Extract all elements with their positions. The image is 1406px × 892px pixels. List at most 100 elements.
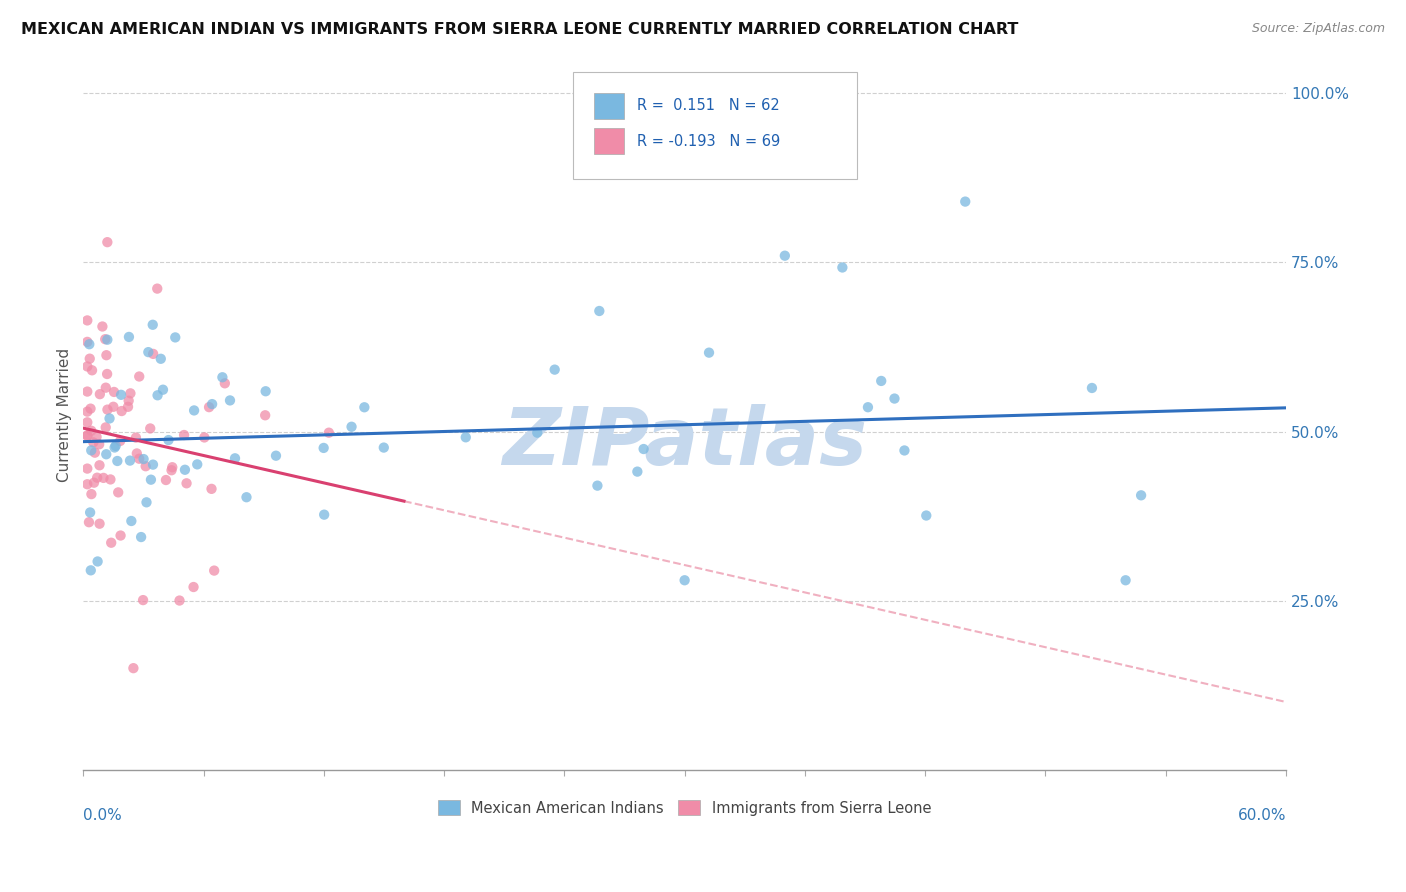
Point — [626, 465, 648, 479]
Point — [132, 452, 155, 467]
Point — [135, 459, 157, 474]
Point — [76, 384, 98, 399]
Point — [76, 404, 98, 418]
Point — [94, 381, 117, 395]
Point — [96, 348, 118, 362]
Point — [186, 458, 208, 472]
Point — [118, 453, 141, 467]
Point — [76, 429, 98, 443]
Point — [111, 404, 134, 418]
Text: R =  0.151   N = 62: R = 0.151 N = 62 — [637, 98, 779, 113]
Point — [214, 376, 236, 391]
Point — [76, 428, 98, 442]
Point — [201, 397, 224, 411]
Point — [142, 458, 165, 472]
Point — [162, 460, 184, 475]
Point — [89, 516, 111, 531]
Point — [200, 482, 222, 496]
Point — [125, 446, 148, 460]
Point — [139, 473, 162, 487]
Point — [96, 402, 118, 417]
Point — [100, 535, 122, 549]
Point — [142, 318, 165, 332]
Point — [98, 411, 121, 425]
Point — [80, 424, 103, 438]
Point — [108, 434, 131, 448]
Point — [118, 393, 141, 408]
FancyBboxPatch shape — [595, 93, 624, 119]
Point — [107, 485, 129, 500]
Point — [773, 249, 796, 263]
Point — [312, 441, 335, 455]
Point — [1130, 488, 1153, 502]
Point — [93, 471, 115, 485]
Point — [893, 443, 915, 458]
Point — [160, 463, 183, 477]
Point — [128, 369, 150, 384]
Point — [254, 409, 277, 423]
Point — [224, 451, 246, 466]
Point — [122, 661, 145, 675]
Point — [955, 194, 977, 209]
Point — [673, 574, 696, 588]
Point — [1081, 381, 1104, 395]
Point — [169, 593, 191, 607]
Point — [198, 400, 221, 414]
Point — [104, 441, 127, 455]
Point — [149, 351, 172, 366]
Point — [135, 495, 157, 509]
Point — [183, 403, 205, 417]
Point — [235, 490, 257, 504]
Point — [526, 425, 548, 440]
Point — [86, 430, 108, 444]
Point — [314, 508, 336, 522]
Text: MEXICAN AMERICAN INDIAN VS IMMIGRANTS FROM SIERRA LEONE CURRENTLY MARRIED CORREL: MEXICAN AMERICAN INDIAN VS IMMIGRANTS FR… — [21, 22, 1018, 37]
Point — [586, 478, 609, 492]
Point — [83, 475, 105, 490]
Point — [915, 508, 938, 523]
Point — [129, 530, 152, 544]
Point — [340, 419, 363, 434]
Text: 0.0%: 0.0% — [83, 808, 122, 823]
Point — [110, 388, 132, 402]
Text: R = -0.193   N = 69: R = -0.193 N = 69 — [637, 134, 780, 149]
Point — [202, 564, 225, 578]
Point — [120, 514, 142, 528]
Point — [117, 400, 139, 414]
Point — [86, 554, 108, 568]
Point — [125, 431, 148, 445]
Point — [132, 593, 155, 607]
Point — [173, 428, 195, 442]
Point — [79, 337, 101, 351]
Point — [79, 351, 101, 366]
Point — [76, 313, 98, 327]
Point — [155, 473, 177, 487]
Point — [96, 447, 118, 461]
Point — [91, 319, 114, 334]
Point — [76, 461, 98, 475]
Point — [870, 374, 893, 388]
Point — [104, 439, 127, 453]
Legend: Mexican American Indians, Immigrants from Sierra Leone: Mexican American Indians, Immigrants fro… — [437, 800, 932, 815]
Point — [544, 362, 567, 376]
Point — [76, 477, 98, 491]
Point — [353, 401, 375, 415]
Point — [146, 388, 169, 402]
Point — [454, 430, 477, 444]
Point — [83, 445, 105, 459]
Point — [120, 386, 142, 401]
Point — [183, 580, 205, 594]
Point — [128, 451, 150, 466]
Point — [633, 442, 655, 456]
Y-axis label: Currently Married: Currently Married — [58, 348, 72, 482]
Point — [157, 433, 180, 447]
Point — [86, 471, 108, 485]
Point — [105, 454, 128, 468]
Point — [76, 415, 98, 429]
Point — [80, 443, 103, 458]
Point — [76, 334, 98, 349]
Point — [103, 400, 125, 414]
Point — [697, 345, 720, 359]
Point — [110, 528, 132, 542]
Point — [1115, 574, 1137, 588]
